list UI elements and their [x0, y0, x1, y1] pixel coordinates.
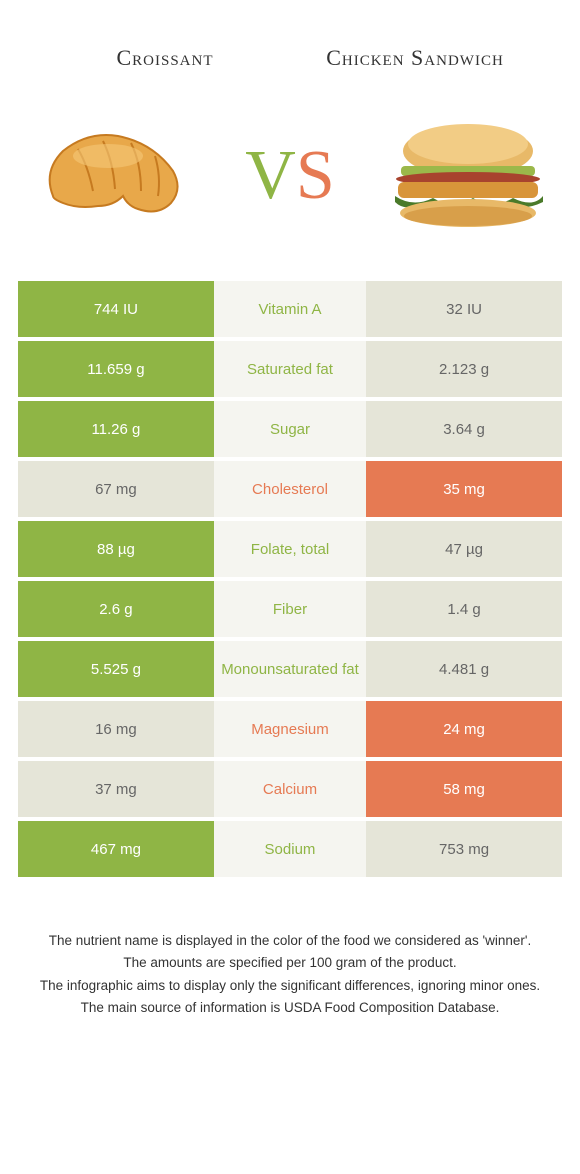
nutrient-label: Sodium — [214, 821, 366, 877]
right-value: 3.64 g — [366, 401, 562, 457]
right-value: 47 µg — [366, 521, 562, 577]
table-row: 744 IUVitamin A32 IU — [18, 281, 562, 337]
left-value: 11.659 g — [18, 341, 214, 397]
right-value: 2.123 g — [366, 341, 562, 397]
croissant-image — [25, 111, 200, 241]
nutrient-label: Folate, total — [214, 521, 366, 577]
nutrient-label: Calcium — [214, 761, 366, 817]
left-food-title: Croissant — [40, 45, 290, 71]
right-food-title: Chicken Sandwich — [290, 45, 540, 71]
right-value: 753 mg — [366, 821, 562, 877]
footer-line: The nutrient name is displayed in the co… — [30, 931, 550, 951]
sandwich-image — [380, 111, 555, 241]
nutrient-label: Cholesterol — [214, 461, 366, 517]
nutrient-label: Saturated fat — [214, 341, 366, 397]
footer-line: The amounts are specified per 100 gram o… — [30, 953, 550, 973]
footer-notes: The nutrient name is displayed in the co… — [0, 881, 580, 1018]
nutrient-label: Fiber — [214, 581, 366, 637]
nutrient-label: Vitamin A — [214, 281, 366, 337]
table-row: 16 mgMagnesium24 mg — [18, 701, 562, 757]
right-value: 35 mg — [366, 461, 562, 517]
nutrient-label: Monounsaturated fat — [214, 641, 366, 697]
left-value: 744 IU — [18, 281, 214, 337]
table-row: 467 mgSodium753 mg — [18, 821, 562, 877]
left-value: 11.26 g — [18, 401, 214, 457]
nutrient-label: Sugar — [214, 401, 366, 457]
left-value: 2.6 g — [18, 581, 214, 637]
images-row: VS — [0, 81, 580, 281]
table-row: 5.525 gMonounsaturated fat4.481 g — [18, 641, 562, 697]
left-value: 467 mg — [18, 821, 214, 877]
vs-s-letter: S — [296, 136, 335, 216]
header: Croissant Chicken Sandwich — [0, 0, 580, 81]
table-row: 2.6 gFiber1.4 g — [18, 581, 562, 637]
right-value: 58 mg — [366, 761, 562, 817]
right-value: 24 mg — [366, 701, 562, 757]
right-value: 1.4 g — [366, 581, 562, 637]
table-row: 11.659 gSaturated fat2.123 g — [18, 341, 562, 397]
table-row: 67 mgCholesterol35 mg — [18, 461, 562, 517]
table-row: 88 µgFolate, total47 µg — [18, 521, 562, 577]
vs-label: VS — [245, 136, 335, 216]
left-value: 67 mg — [18, 461, 214, 517]
table-row: 37 mgCalcium58 mg — [18, 761, 562, 817]
left-value: 5.525 g — [18, 641, 214, 697]
footer-line: The infographic aims to display only the… — [30, 976, 550, 996]
left-value: 37 mg — [18, 761, 214, 817]
left-value: 16 mg — [18, 701, 214, 757]
right-value: 32 IU — [366, 281, 562, 337]
table-row: 11.26 gSugar3.64 g — [18, 401, 562, 457]
nutrient-label: Magnesium — [214, 701, 366, 757]
left-value: 88 µg — [18, 521, 214, 577]
right-value: 4.481 g — [366, 641, 562, 697]
footer-line: The main source of information is USDA F… — [30, 998, 550, 1018]
comparison-table: 744 IUVitamin A32 IU11.659 gSaturated fa… — [0, 281, 580, 877]
vs-v-letter: V — [245, 136, 296, 216]
